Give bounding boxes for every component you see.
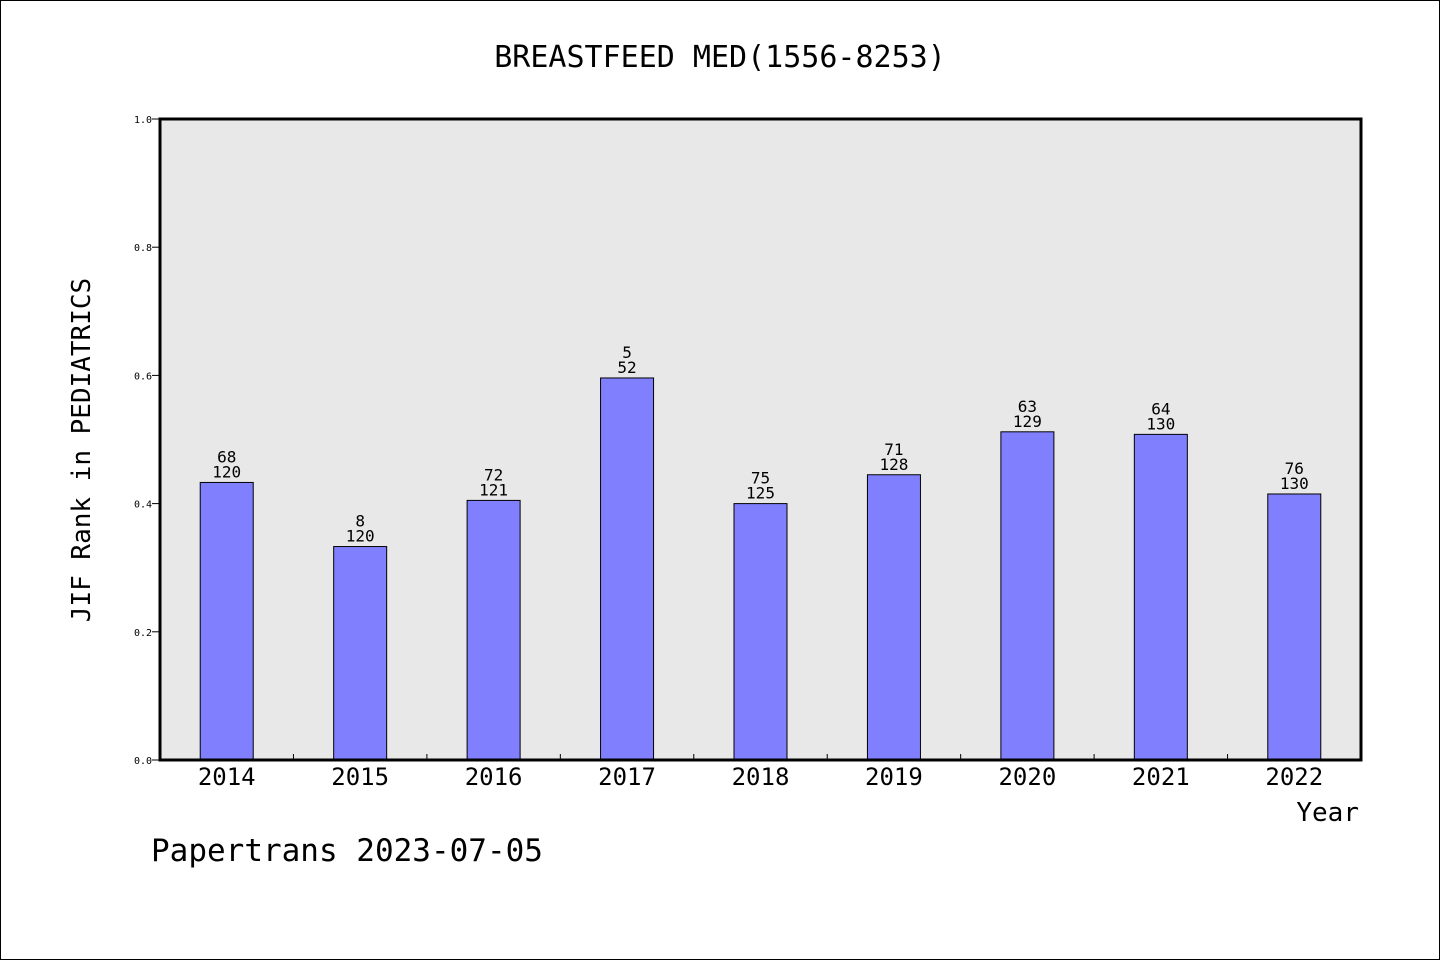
bar-rank-label: 76 xyxy=(1285,459,1304,478)
x-tick-label: 2021 xyxy=(1132,763,1190,791)
bar xyxy=(199,481,254,761)
bar-total-label: 130 xyxy=(1280,474,1309,493)
y-tick-label: 1.0 xyxy=(134,115,152,126)
bar-rank-label: 63 xyxy=(1018,397,1037,416)
plot-frame xyxy=(158,117,1363,762)
bar xyxy=(1000,431,1055,761)
bar xyxy=(600,377,655,761)
bar-total-label: 121 xyxy=(479,480,508,499)
x-axis-label: Year xyxy=(1296,798,1359,828)
bar-total-label: 129 xyxy=(1013,412,1042,431)
x-tick-label: 2014 xyxy=(198,763,256,791)
y-tick-label: 0.4 xyxy=(134,500,152,511)
chart-title: BREASTFEED MED(1556-8253) xyxy=(494,40,946,75)
bar-total-label: 125 xyxy=(746,484,775,503)
y-tick-label: 0.2 xyxy=(134,628,152,639)
y-tick-label: 0.6 xyxy=(134,371,152,382)
bar xyxy=(333,546,388,761)
bar-rank-label: 72 xyxy=(484,465,503,484)
y-axis-label: JIF Rank in PEDIATRICS xyxy=(67,278,97,622)
bar-rank-label: 71 xyxy=(884,440,903,459)
bar-rank-label: 8 xyxy=(355,512,365,531)
bar-rank-label: 64 xyxy=(1151,399,1170,418)
bar xyxy=(866,474,921,761)
bar xyxy=(1133,433,1188,761)
bar xyxy=(733,503,788,761)
bar-rank-label: 68 xyxy=(217,447,236,466)
x-tick-label: 2018 xyxy=(732,763,790,791)
y-tick-label: 0.0 xyxy=(134,756,152,767)
x-tick-label: 2016 xyxy=(465,763,523,791)
x-tick-label: 2019 xyxy=(865,763,923,791)
bar-total-label: 52 xyxy=(617,358,636,377)
y-tick-label: 0.8 xyxy=(134,243,152,254)
bar xyxy=(466,499,521,761)
bar-total-label: 128 xyxy=(879,455,908,474)
x-tick-label: 2022 xyxy=(1265,763,1323,791)
bar xyxy=(1267,493,1322,761)
x-tick-label: 2017 xyxy=(598,763,656,791)
bar-rank-label: 75 xyxy=(751,469,770,488)
x-tick-label: 2020 xyxy=(998,763,1056,791)
bar-rank-label: 5 xyxy=(622,343,632,362)
plot-area: 0.00.20.40.60.81.06812020148120201572121… xyxy=(134,115,1363,791)
x-tick-label: 2015 xyxy=(331,763,389,791)
bar-total-label: 130 xyxy=(1146,414,1175,433)
bar-total-label: 120 xyxy=(212,462,241,481)
footer-text: Papertrans 2023-07-05 xyxy=(151,833,543,869)
bar-total-label: 120 xyxy=(346,527,375,546)
